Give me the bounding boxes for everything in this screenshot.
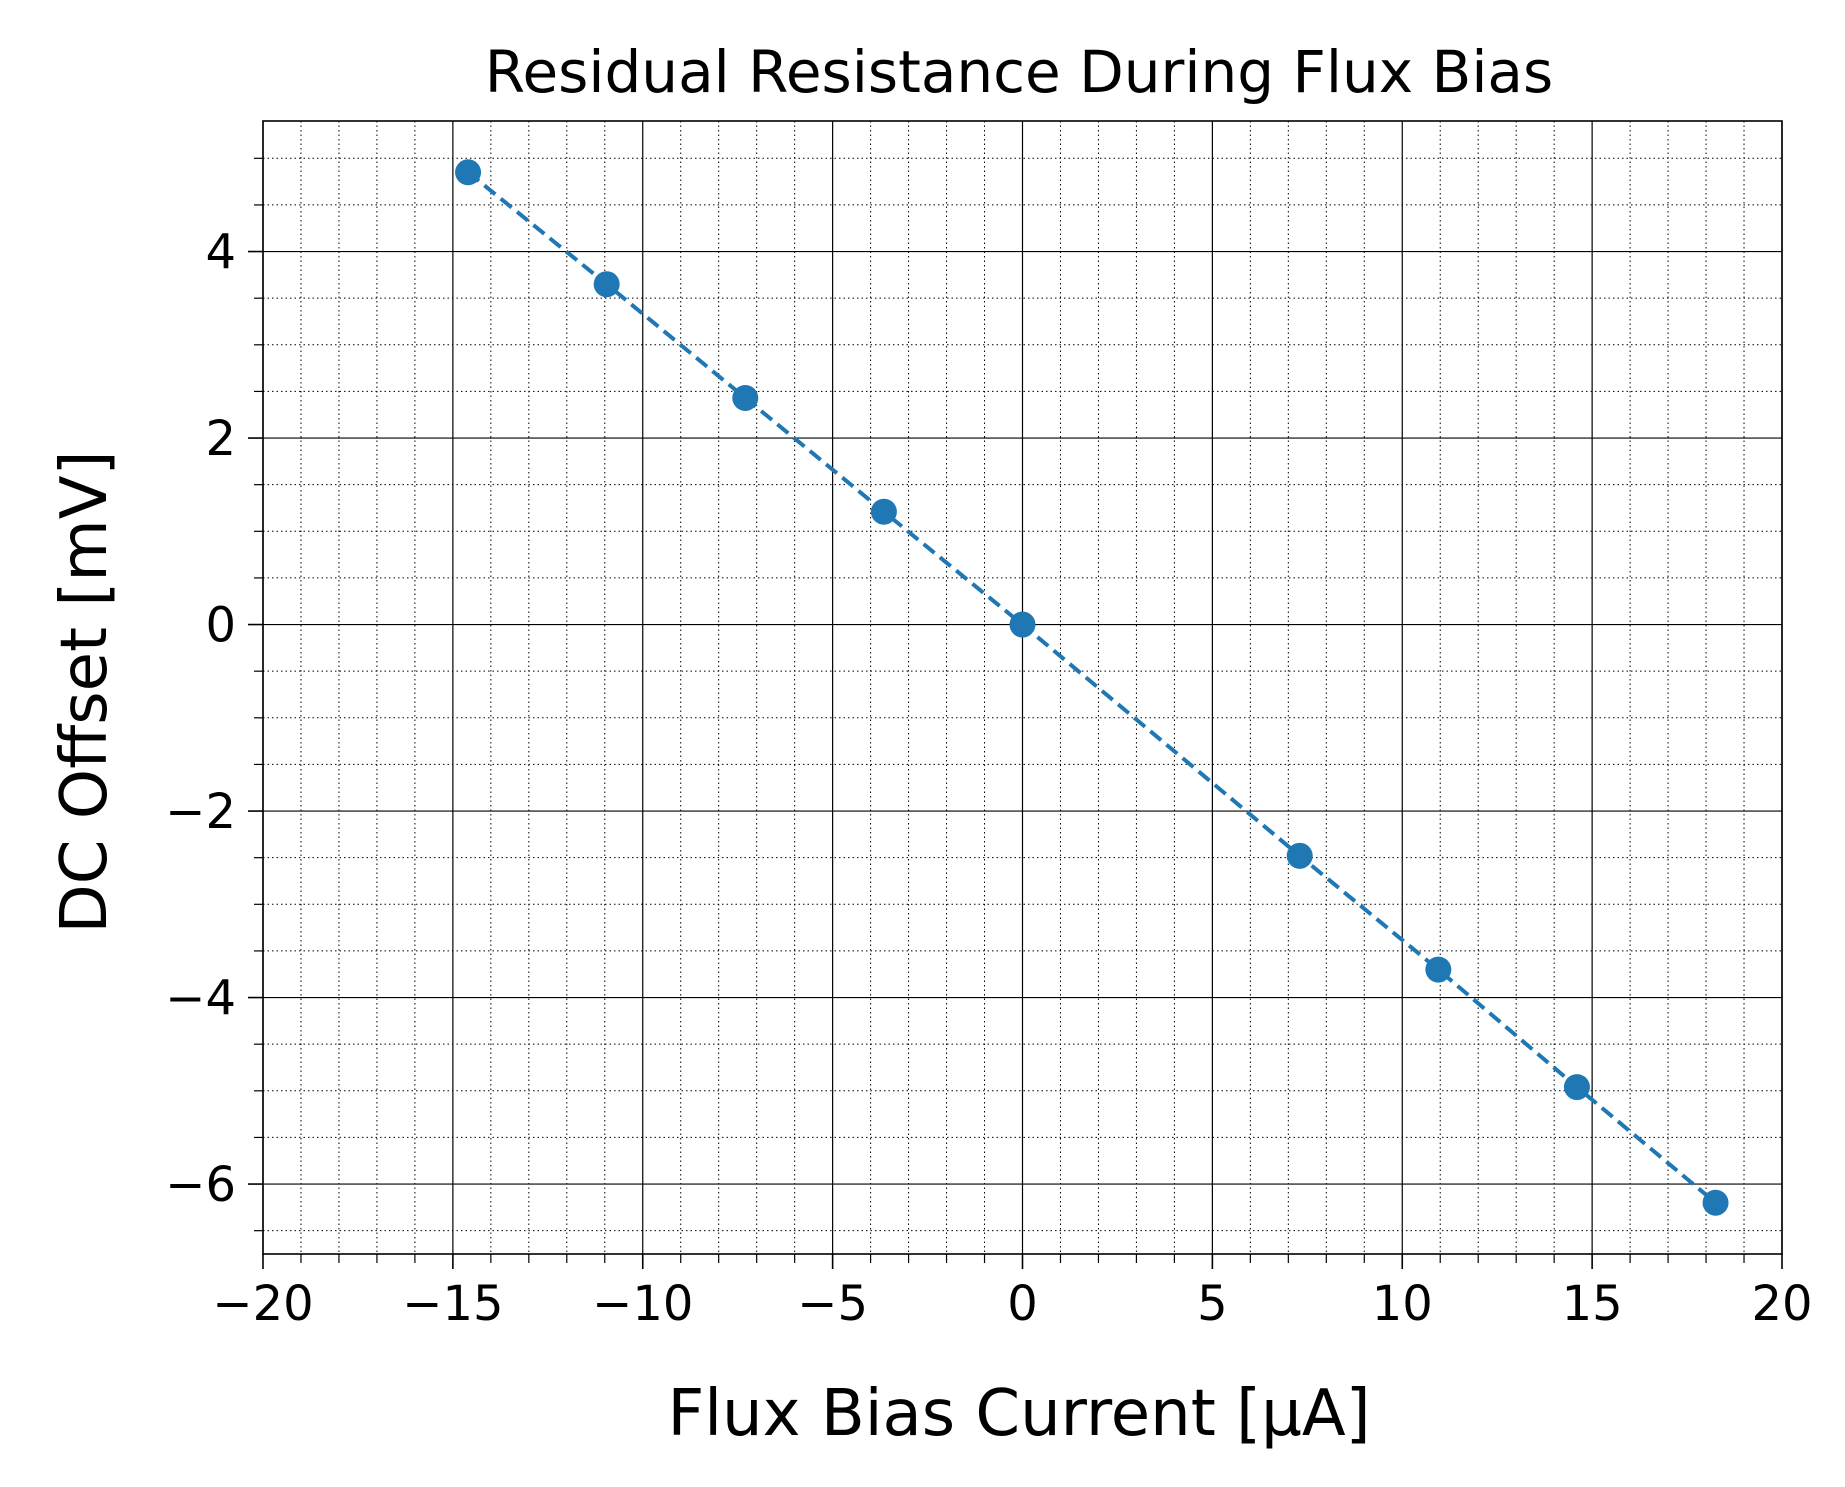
axis-ticks: [248, 157, 1783, 1269]
data-point: [593, 271, 620, 298]
x-tick-label: −15: [402, 1276, 503, 1332]
x-tick-label: −20: [212, 1276, 313, 1332]
data-point: [455, 159, 482, 186]
chart-title: Residual Resistance During Flux Bias: [485, 38, 1553, 106]
y-axis-label: DC Offset [mV]: [48, 451, 122, 934]
y-tick-label: −2: [165, 784, 236, 840]
x-tick-label: 20: [1751, 1276, 1812, 1332]
data-point: [732, 384, 759, 411]
x-tick-label: 0: [1007, 1276, 1038, 1332]
data-point: [1702, 1189, 1729, 1216]
data-point: [1563, 1074, 1590, 1101]
x-tick-label: 15: [1562, 1276, 1623, 1332]
data-point: [1425, 956, 1452, 983]
data-series: [455, 159, 1729, 1216]
x-tick-label: 5: [1197, 1276, 1228, 1332]
y-tick-label: 4: [205, 225, 236, 281]
x-tick-label: 10: [1372, 1276, 1433, 1332]
data-point: [870, 498, 897, 525]
y-tick-label: −6: [165, 1157, 236, 1213]
data-point: [1009, 611, 1036, 638]
y-tick-label: 2: [205, 411, 236, 467]
x-axis-label: Flux Bias Current [μA]: [667, 1377, 1370, 1451]
x-tick-label: −5: [797, 1276, 868, 1332]
y-tick-label: −4: [165, 971, 236, 1027]
x-tick-label: −10: [592, 1276, 693, 1332]
y-tick-label: 0: [205, 598, 236, 654]
series-line: [466, 170, 1717, 1205]
data-point: [1286, 842, 1313, 869]
minor-grid: [263, 121, 1782, 1254]
plot-frame: [262, 120, 1783, 1255]
